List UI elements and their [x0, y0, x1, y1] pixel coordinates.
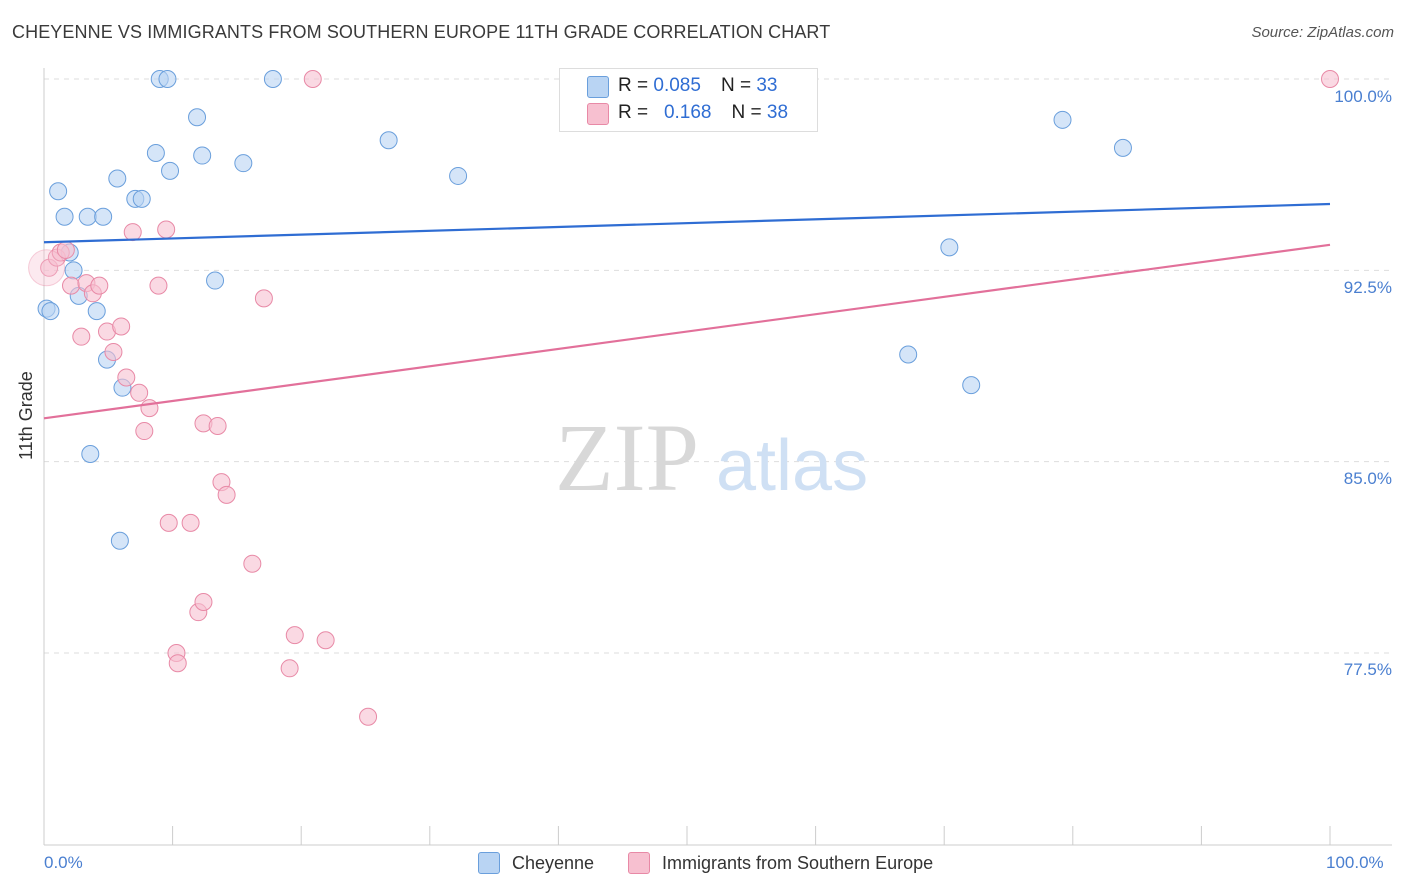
- point-cheyenne: [41, 302, 60, 321]
- point-immigrants: [140, 399, 159, 418]
- point-cheyenne: [899, 345, 918, 364]
- point-cheyenne: [193, 146, 212, 165]
- point-cheyenne: [206, 271, 225, 290]
- point-immigrants: [243, 554, 262, 573]
- point-cheyenne: [146, 143, 165, 162]
- point-immigrants: [285, 626, 304, 645]
- point-cheyenne: [234, 154, 253, 173]
- point-cheyenne: [81, 445, 100, 464]
- point-cheyenne: [379, 131, 398, 150]
- legend-item-cheyenne: Cheyenne: [478, 852, 594, 874]
- point-immigrants: [62, 276, 81, 295]
- y-tick-label: 77.5%: [1343, 660, 1392, 679]
- data-points: [28, 70, 1339, 726]
- point-immigrants: [168, 654, 187, 673]
- n-label: N =: [731, 102, 762, 123]
- point-cheyenne: [87, 302, 106, 321]
- watermark-atlas: atlas: [716, 426, 868, 506]
- point-immigrants: [208, 416, 227, 435]
- legend-swatch: [478, 852, 500, 874]
- n-value: 38: [766, 102, 789, 123]
- point-cheyenne: [158, 70, 177, 88]
- watermark-zip: ZIP: [555, 404, 699, 511]
- point-cheyenne: [1113, 138, 1132, 157]
- point-immigrants: [157, 220, 176, 239]
- point-immigrants: [159, 513, 178, 532]
- stats-legend: R = 0.085 N = 33 R = 0.168 N = 38: [559, 68, 818, 132]
- point-immigrants: [194, 592, 213, 611]
- legend-row-immigrants: R = 0.168 N = 38: [618, 101, 788, 125]
- point-cheyenne: [962, 376, 981, 395]
- point-immigrants: [135, 422, 154, 441]
- point-cheyenne: [78, 207, 97, 226]
- point-cheyenne: [1053, 110, 1072, 129]
- point-cheyenne: [110, 531, 129, 550]
- point-cheyenne: [55, 207, 74, 226]
- point-immigrants: [217, 485, 236, 504]
- point-cheyenne: [132, 189, 151, 208]
- legend-swatch-cheyenne: [587, 76, 609, 98]
- r-value: 0.085: [653, 75, 701, 96]
- point-immigrants: [303, 70, 322, 88]
- x-tick-label: 100.0%: [1326, 853, 1384, 872]
- chart-source: Source: ZipAtlas.com: [1251, 24, 1394, 41]
- point-immigrants: [149, 276, 168, 295]
- point-immigrants: [123, 223, 142, 242]
- point-immigrants: [280, 659, 299, 678]
- point-immigrants: [130, 383, 149, 402]
- point-immigrants: [316, 631, 335, 650]
- point-immigrants: [90, 276, 109, 295]
- point-immigrants: [104, 342, 123, 361]
- watermark: ZIP atlas: [555, 404, 868, 511]
- point-cheyenne: [49, 182, 68, 201]
- r-label: R =: [618, 102, 649, 123]
- n-label: N =: [720, 75, 752, 96]
- r-label: R =: [618, 75, 649, 96]
- point-cheyenne: [449, 166, 468, 185]
- r-value: 0.168: [663, 102, 712, 123]
- point-cheyenne: [940, 238, 959, 257]
- trend-line-cheyenne: [43, 202, 1331, 244]
- point-immigrants: [117, 368, 136, 387]
- trend-line-immigrants: [43, 243, 1331, 420]
- y-tick-label: 85.0%: [1343, 469, 1392, 488]
- legend-item-immigrants: Immigrants from Southern Europe: [628, 852, 933, 874]
- legend-swatch-immigrants: [587, 103, 609, 125]
- legend-row-cheyenne: R = 0.085 N = 33: [618, 74, 777, 98]
- point-cheyenne: [94, 207, 113, 226]
- point-immigrants: [254, 289, 273, 308]
- point-cheyenne: [108, 169, 127, 188]
- n-value: 33: [756, 75, 778, 96]
- legend-label: Cheyenne: [512, 852, 595, 873]
- point-immigrants: [359, 707, 378, 726]
- point-cheyenne: [188, 108, 207, 127]
- point-immigrants: [72, 327, 91, 346]
- legend-swatch: [628, 852, 650, 874]
- y-axis-label: 11th Grade: [16, 371, 36, 460]
- y-tick-label: 92.5%: [1343, 278, 1392, 297]
- point-immigrants: [1321, 70, 1339, 88]
- point-immigrants-cluster: [28, 249, 66, 287]
- chart-title: CHEYENNE VS IMMIGRANTS FROM SOUTHERN EUR…: [12, 22, 831, 42]
- point-cheyenne: [64, 261, 83, 280]
- point-immigrants: [112, 317, 131, 336]
- axes: [43, 68, 1392, 846]
- point-cheyenne: [263, 70, 282, 88]
- y-tick-label: 100.0%: [1334, 87, 1392, 106]
- x-tick-label: 0.0%: [44, 853, 83, 872]
- legend-label: Immigrants from Southern Europe: [662, 852, 934, 873]
- point-cheyenne: [161, 161, 180, 180]
- point-immigrants: [181, 513, 200, 532]
- trend-lines: [43, 202, 1331, 420]
